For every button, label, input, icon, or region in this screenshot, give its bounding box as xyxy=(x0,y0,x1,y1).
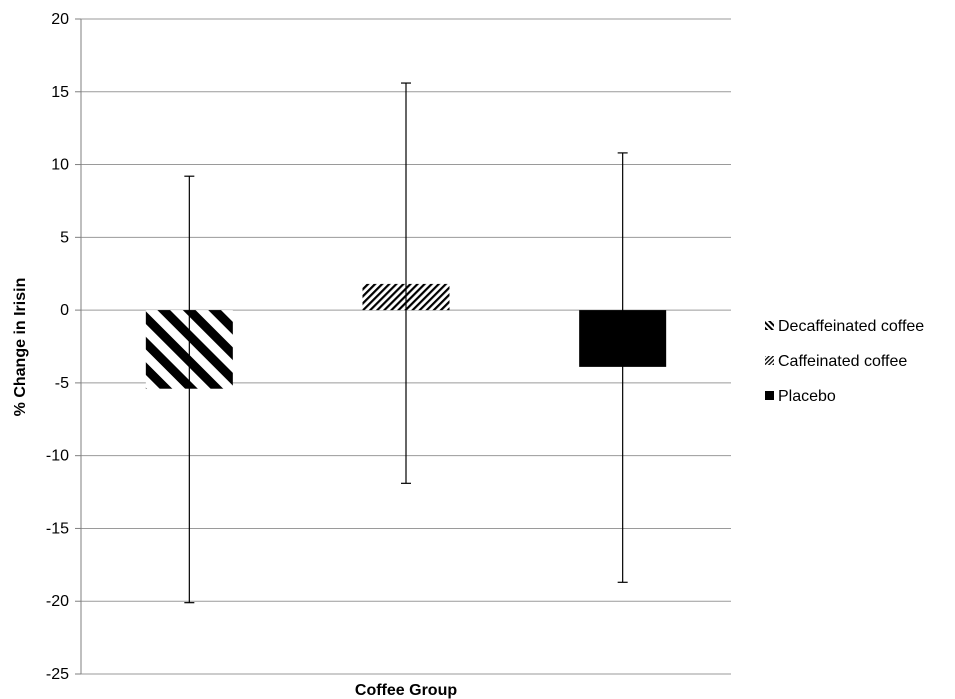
y-tick-label: -25 xyxy=(46,666,69,683)
legend: Decaffeinated coffee Caffeinated coffee Pl… xyxy=(765,318,924,405)
legend-swatch xyxy=(765,321,774,330)
legend-label: Placebo xyxy=(778,388,836,405)
y-tick-label: 0 xyxy=(60,302,69,319)
legend-label: Caffeinated coffee xyxy=(778,353,907,370)
y-tick-label: -15 xyxy=(46,520,69,537)
y-axis-title: % Change in Irisin xyxy=(12,278,29,417)
y-tick-label: 20 xyxy=(51,11,69,28)
y-tick-label: 10 xyxy=(51,157,69,174)
y-tick-label: -10 xyxy=(46,448,69,465)
y-tick-label: 15 xyxy=(51,84,69,101)
legend-label: Decaffeinated coffee xyxy=(778,318,924,335)
y-tick-label: -5 xyxy=(55,375,69,392)
x-axis-title: Coffee Group xyxy=(355,682,457,699)
legend-swatch xyxy=(765,391,774,400)
y-tick-label: 5 xyxy=(60,229,69,246)
error-bars xyxy=(184,82,628,604)
legend-swatch xyxy=(765,356,774,365)
y-tick-label: -20 xyxy=(46,593,69,610)
y-tick-labels: 20 15 10 5 0 -5 -10 -15 -20 -25 xyxy=(46,11,69,683)
